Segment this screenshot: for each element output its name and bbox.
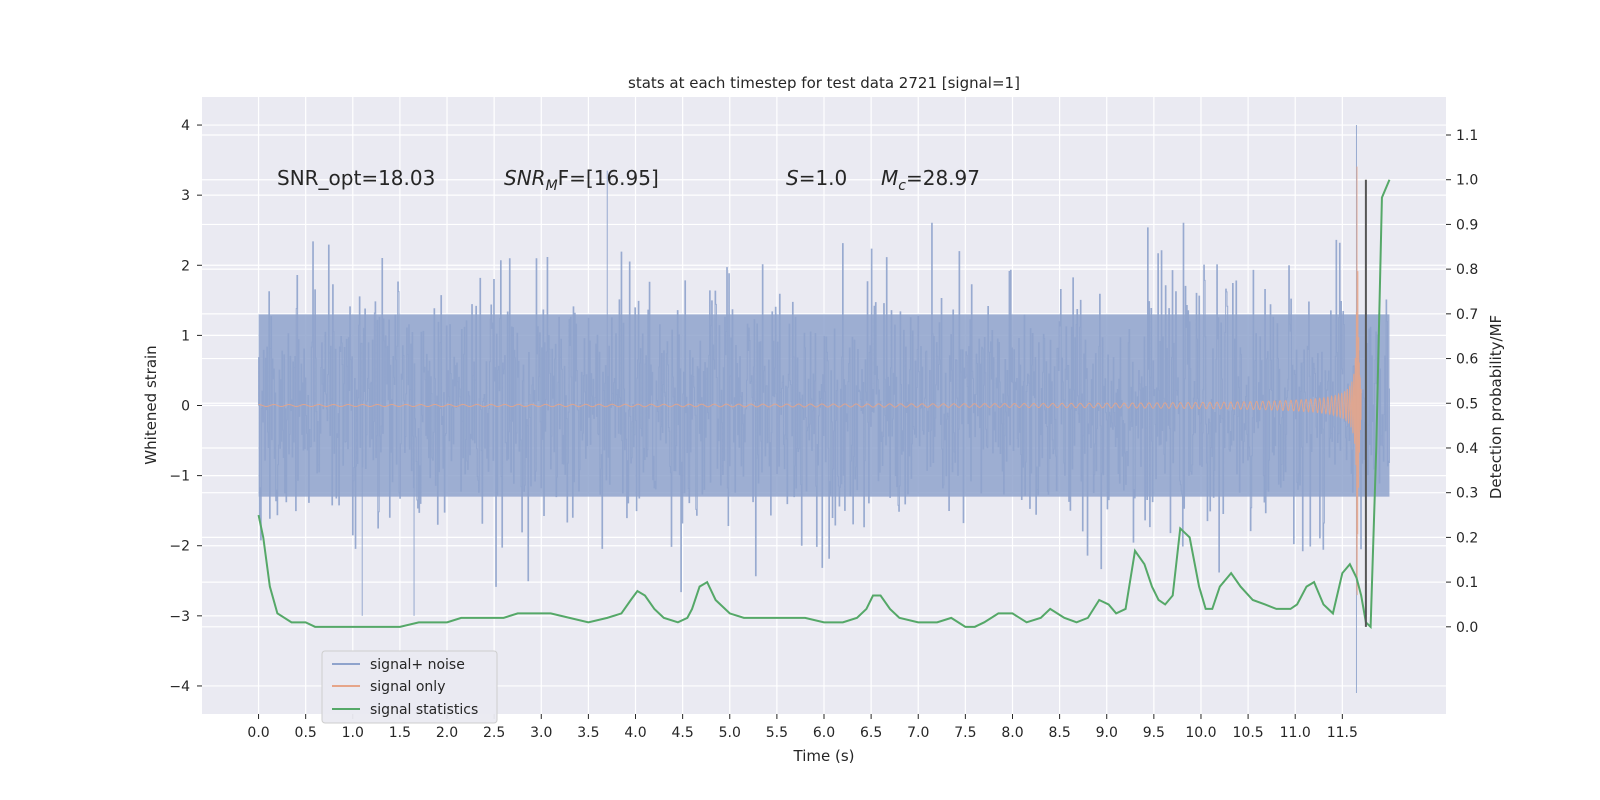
x-tick-label-0: 0.0 <box>247 725 269 741</box>
x-tick-label-9: 4.5 <box>672 725 694 741</box>
legend-label-signal-noise: signal+ noise <box>370 657 465 673</box>
x-axis-label: Time (s) <box>793 747 855 765</box>
x-tick-label-7: 3.5 <box>577 725 599 741</box>
yr-tick-label-1: 0.1 <box>1456 575 1478 591</box>
yr-tick-label-4: 0.4 <box>1456 441 1478 457</box>
x-axis-ticks: 0.0 0.5 1.0 1.5 2.0 2.5 3.0 3.5 4.0 4.5 5.0 5.5 6.0 6… <box>247 714 1358 741</box>
snr-mf-value: F=[16.95] <box>558 166 659 190</box>
x-tick-label-3: 1.5 <box>389 725 411 741</box>
yr-tick-label-10: 1.0 <box>1456 173 1478 189</box>
signal-only-trace <box>258 166 1362 596</box>
yr-tick-label-3: 0.3 <box>1456 486 1478 502</box>
x-tick-label-6: 3.0 <box>530 725 552 741</box>
snr-mf-subscript: M <box>546 178 558 194</box>
left-y-axis-ticks: −4 −3 −2 −1 0 1 2 3 4 <box>169 118 202 695</box>
y-axis-right-label: Detection probability/MF <box>1487 315 1505 499</box>
s-symbol: S <box>786 166 799 190</box>
y-tick-label-3: −1 <box>169 469 190 485</box>
x-tick-label-17: 8.5 <box>1048 725 1070 741</box>
x-tick-label-1: 0.5 <box>295 725 317 741</box>
x-tick-label-11: 5.5 <box>766 725 788 741</box>
yr-tick-label-2: 0.2 <box>1456 530 1478 546</box>
signal-statistics-line <box>257 179 1391 630</box>
y-tick-label-0: −4 <box>169 679 190 695</box>
s-value: =1.0 <box>799 166 848 190</box>
annotation-snr-opt: SNR_opt=18.03 <box>277 166 435 190</box>
mc-subscript: c <box>898 178 906 194</box>
x-tick-label-18: 9.0 <box>1096 725 1118 741</box>
y-tick-label-8: 4 <box>181 118 190 134</box>
legend-label-signal-only: signal only <box>370 679 445 695</box>
yr-tick-label-6: 0.6 <box>1456 352 1478 368</box>
y-tick-label-1: −3 <box>169 609 190 625</box>
x-tick-label-15: 7.5 <box>954 725 976 741</box>
y-axis-label: Whitened strain <box>142 345 160 464</box>
legend-label-signal-statistics: signal statistics <box>370 702 478 718</box>
annotation-s: S=1.0 <box>786 166 847 190</box>
yr-tick-label-0: 0.0 <box>1456 620 1478 636</box>
yr-tick-label-7: 0.7 <box>1456 307 1478 323</box>
legend: signal+ noise signal only signal statist… <box>321 650 498 724</box>
mc-symbol: M <box>881 166 898 190</box>
yr-tick-label-9: 0.9 <box>1456 217 1478 233</box>
y-tick-label-2: −2 <box>169 539 190 555</box>
signal-statistics-series <box>257 179 1391 630</box>
x-tick-label-14: 7.0 <box>907 725 929 741</box>
x-tick-label-13: 6.5 <box>860 725 882 741</box>
x-tick-label-20: 10.0 <box>1185 725 1216 741</box>
legend-box <box>321 650 498 724</box>
yr-tick-label-5: 0.5 <box>1456 396 1478 412</box>
x-tick-label-16: 8.0 <box>1001 725 1023 741</box>
yr-tick-label-8: 0.8 <box>1456 262 1478 278</box>
signal-only-series <box>258 166 1362 596</box>
chart-title: stats at each timestep for test data 272… <box>628 74 1020 92</box>
y-tick-label-7: 3 <box>181 188 190 204</box>
x-tick-label-21: 10.5 <box>1233 725 1264 741</box>
y-tick-label-4: 0 <box>181 399 190 415</box>
right-y-axis-ticks: 0.0 0.1 0.2 0.3 0.4 0.5 0.6 0.7 0.8 0.9 1.0 1.1 <box>1446 128 1478 636</box>
annotation-mc: Mc=28.97 <box>881 166 980 194</box>
x-tick-label-19: 9.5 <box>1143 725 1165 741</box>
y-tick-label-5: 1 <box>181 328 190 344</box>
x-tick-label-2: 1.0 <box>342 725 364 741</box>
annotation-snr-mf: SNRMF=[16.95] <box>504 166 659 194</box>
x-tick-label-12: 6.0 <box>813 725 835 741</box>
x-tick-label-5: 2.5 <box>483 725 505 741</box>
x-tick-label-10: 5.0 <box>719 725 741 741</box>
x-tick-label-8: 4.0 <box>624 725 646 741</box>
annotations: SNR_opt=18.03 SNRMF=[16.95] S=1.0 Mc=28.… <box>277 166 980 194</box>
mc-value: =28.97 <box>906 166 980 190</box>
x-tick-label-4: 2.0 <box>436 725 458 741</box>
x-tick-label-22: 11.0 <box>1280 725 1311 741</box>
x-tick-label-23: 11.5 <box>1327 725 1358 741</box>
y-tick-label-6: 2 <box>181 258 190 274</box>
yr-tick-label-11: 1.1 <box>1456 128 1478 144</box>
snr-mf-symbol: SNR <box>504 166 546 190</box>
